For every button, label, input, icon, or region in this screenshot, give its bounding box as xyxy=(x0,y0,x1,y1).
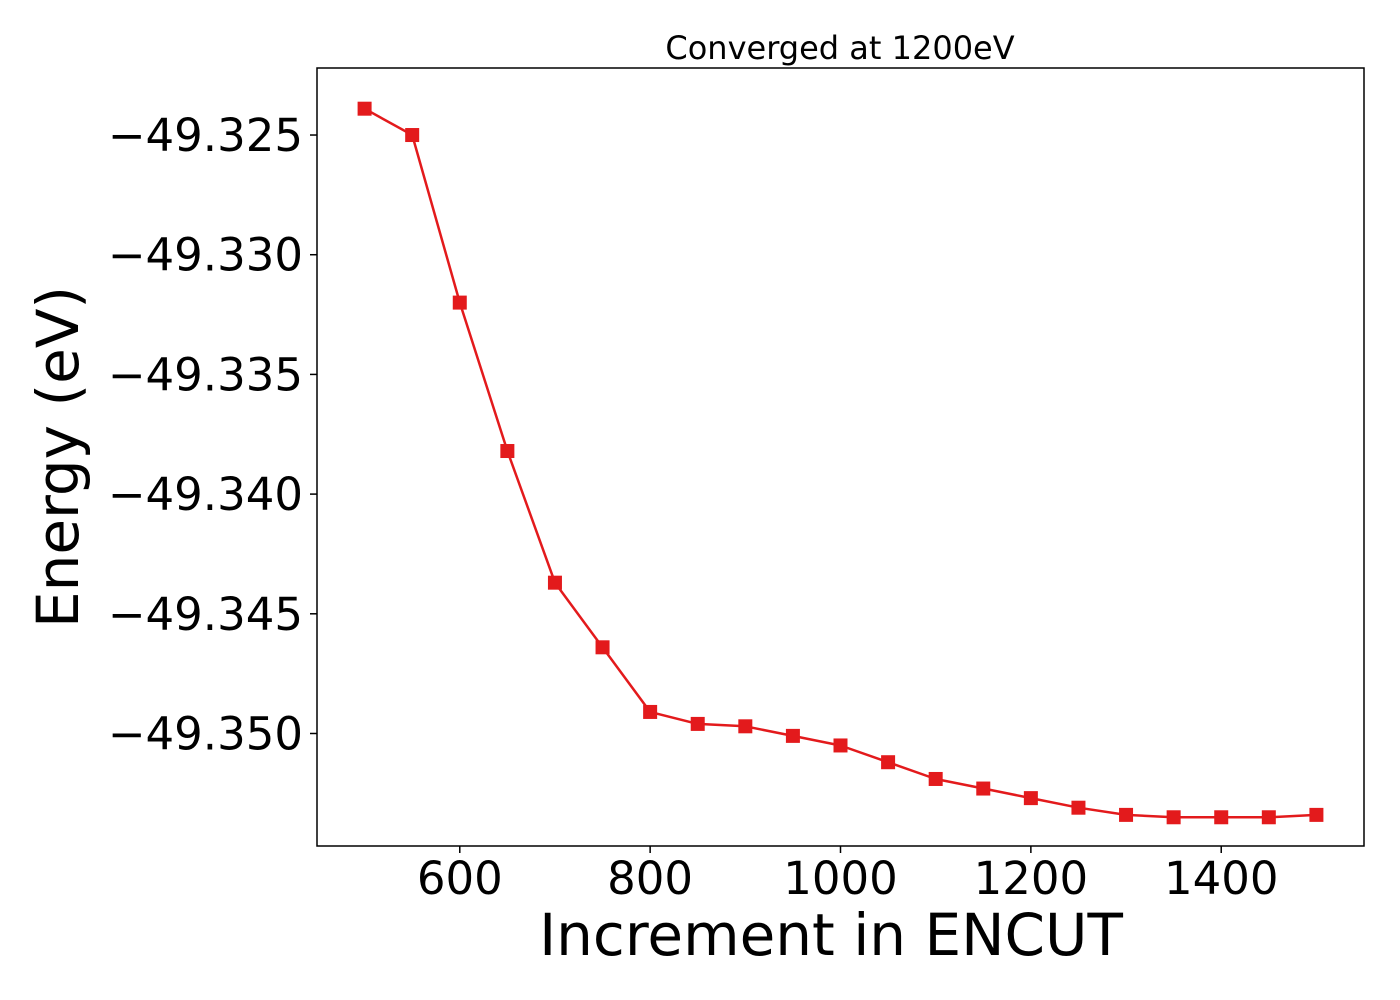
data-point xyxy=(500,444,515,459)
y-axis-label: Energy (eV) xyxy=(24,286,92,628)
x-axis: 600 800 1000 1200 1400 xyxy=(417,846,1279,905)
x-tick-label: 800 xyxy=(607,852,693,905)
data-point xyxy=(1309,807,1324,822)
y-axis: −49.325 −49.330 −49.335 −49.340 −49.345 −49.3… xyxy=(108,109,317,760)
data-point xyxy=(881,755,896,770)
chart-title: Converged at 1200eV xyxy=(665,29,1014,67)
data-point xyxy=(690,716,705,731)
data-point xyxy=(1071,800,1086,815)
data-point xyxy=(1214,810,1229,825)
data-point xyxy=(643,704,658,719)
data-point xyxy=(547,575,562,590)
data-point xyxy=(738,719,753,734)
x-axis-label: Increment in ENCUT xyxy=(539,901,1123,969)
y-tick-label: −49.340 xyxy=(108,468,303,521)
data-point xyxy=(595,640,610,655)
data-point xyxy=(357,101,372,116)
x-tick-label: 1400 xyxy=(1164,852,1279,905)
data-point xyxy=(785,728,800,743)
series-line xyxy=(363,107,1317,819)
plot-area xyxy=(357,101,1324,825)
x-tick-label: 1200 xyxy=(974,852,1089,905)
x-tick-label: 1000 xyxy=(783,852,898,905)
y-tick-label: −49.345 xyxy=(108,588,303,641)
axes-frame xyxy=(316,67,1365,847)
data-point xyxy=(405,128,420,143)
data-point xyxy=(1261,810,1276,825)
data-point xyxy=(1166,810,1181,825)
y-tick-label: −49.350 xyxy=(108,707,303,760)
data-point xyxy=(976,781,991,796)
data-point xyxy=(1023,791,1038,806)
data-point xyxy=(452,295,467,310)
x-tick-label: 600 xyxy=(417,852,503,905)
data-point xyxy=(928,771,943,786)
y-tick-label: −49.335 xyxy=(108,348,303,401)
y-tick-label: −49.325 xyxy=(108,109,303,162)
y-tick-label: −49.330 xyxy=(108,229,303,282)
data-point xyxy=(833,738,848,753)
data-point xyxy=(1119,807,1134,822)
